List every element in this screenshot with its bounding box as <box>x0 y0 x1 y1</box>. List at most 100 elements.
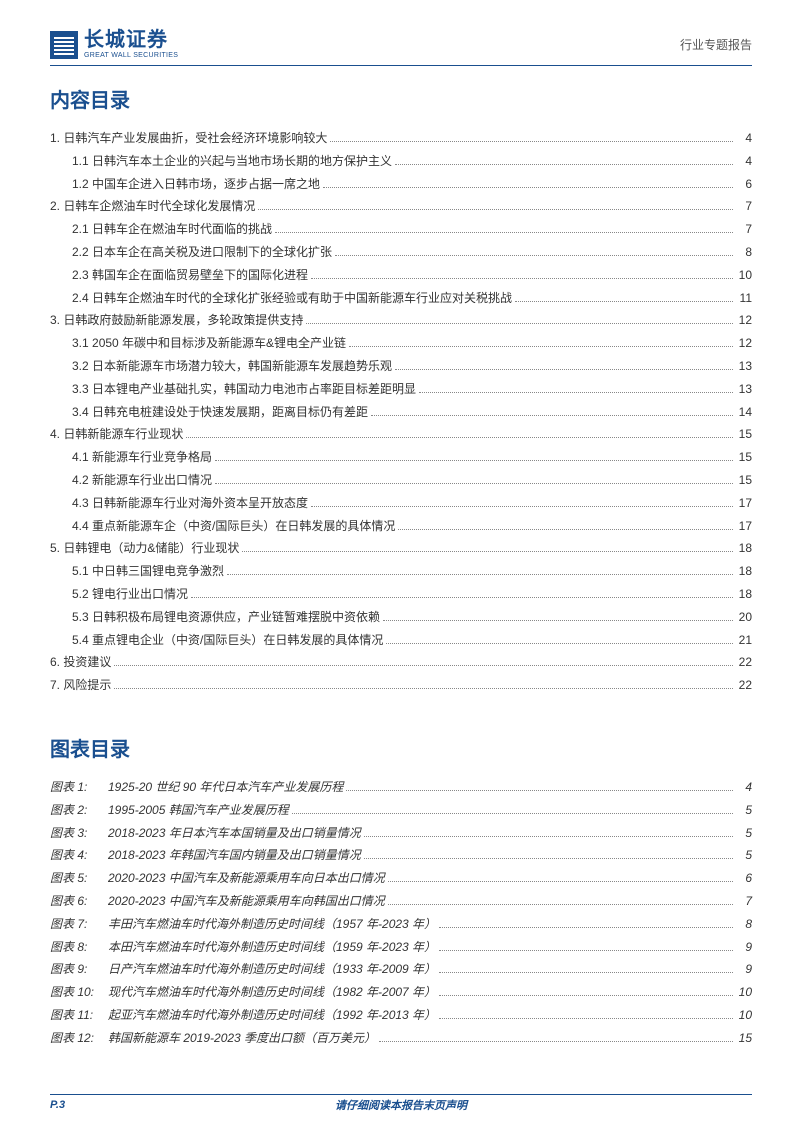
toc-entry-label: 7. 风险提示 <box>50 674 111 697</box>
toc-entry-page: 15 <box>736 446 752 469</box>
figure-entry-page: 4 <box>736 776 752 799</box>
toc-entry-label: 5.2 锂电行业出口情况 <box>72 583 188 606</box>
figure-leader-dots <box>439 927 733 928</box>
toc-leader-dots <box>227 574 733 575</box>
figure-entry-page: 7 <box>736 890 752 913</box>
toc-entry-l2: 2.2 日本车企在高关税及进口限制下的全球化扩张 8 <box>50 241 752 264</box>
toc-entry-l2: 4.2 新能源车行业出口情况15 <box>50 469 752 492</box>
toc-leader-dots <box>419 392 733 393</box>
figure-entry-prefix: 图表 10: <box>50 981 108 1004</box>
toc-leader-dots <box>114 688 733 689</box>
toc-entry-l2: 5.1 中日韩三国锂电竞争激烈18 <box>50 560 752 583</box>
toc-entry-page: 7 <box>736 195 752 218</box>
toc-leader-dots <box>349 346 733 347</box>
toc-leader-dots <box>215 483 733 484</box>
toc-entry-page: 22 <box>736 651 752 674</box>
figure-entry-page: 9 <box>736 936 752 959</box>
figure-entry-label: 丰田汽车燃油车时代海外制造历史时间线（1957 年-2023 年） <box>108 913 436 936</box>
toc-entry-l2: 2.4 日韩车企燃油车时代的全球化扩张经验或有助于中国新能源车行业应对关税挑战1… <box>50 287 752 310</box>
toc-entry-l2: 3.1 2050 年碳中和目标涉及新能源车&锂电全产业链12 <box>50 332 752 355</box>
toc-container: 1. 日韩汽车产业发展曲折，受社会经济环境影响较大41.1 日韩汽车本土企业的兴… <box>50 127 752 697</box>
figure-entry-page: 5 <box>736 822 752 845</box>
figure-entry-prefix: 图表 8: <box>50 936 108 959</box>
toc-entry-label: 2.3 韩国车企在面临贸易壁垒下的国际化进程 <box>72 264 308 287</box>
figure-entry: 图表 8:本田汽车燃油车时代海外制造历史时间线（1959 年-2023 年） 9 <box>50 936 752 959</box>
figure-entry-label: 2020-2023 中国汽车及新能源乘用车向日本出口情况 <box>108 867 385 890</box>
figure-entry-label: 现代汽车燃油车时代海外制造历史时间线（1982 年-2007 年） <box>108 981 436 1004</box>
toc-entry-page: 13 <box>736 378 752 401</box>
toc-entry-label: 1. 日韩汽车产业发展曲折，受社会经济环境影响较大 <box>50 127 327 150</box>
toc-entry-page: 21 <box>736 629 752 652</box>
toc-leader-dots <box>323 187 733 188</box>
toc-leader-dots <box>311 506 733 507</box>
toc-entry-page: 13 <box>736 355 752 378</box>
figure-entry-prefix: 图表 1: <box>50 776 108 799</box>
toc-entry-label: 1.2 中国车企进入日韩市场，逐步占据一席之地 <box>72 173 320 196</box>
toc-entry-l1: 5. 日韩锂电（动力&储能）行业现状 18 <box>50 537 752 560</box>
toc-leader-dots <box>335 255 733 256</box>
toc-entry-label: 5.4 重点锂电企业（中资/国际巨头）在日韩发展的具体情况 <box>72 629 383 652</box>
figure-entry-prefix: 图表 5: <box>50 867 108 890</box>
toc-entry-label: 4.2 新能源车行业出口情况 <box>72 469 212 492</box>
toc-entry-page: 8 <box>736 241 752 264</box>
toc-entry-page: 4 <box>736 150 752 173</box>
toc-entry-label: 1.1 日韩汽车本土企业的兴起与当地市场长期的地方保护主义 <box>72 150 392 173</box>
toc-entry-l2: 5.3 日韩积极布局锂电资源供应，产业链暂难摆脱中资依赖20 <box>50 606 752 629</box>
toc-leader-dots <box>386 643 733 644</box>
toc-entry-label: 3.2 日本新能源车市场潜力较大，韩国新能源车发展趋势乐观 <box>72 355 392 378</box>
page-footer: P.3 请仔细阅读本报告末页声明 <box>50 1094 752 1111</box>
toc-leader-dots <box>215 460 733 461</box>
figure-leader-dots <box>439 1018 733 1019</box>
toc-leader-dots <box>311 278 733 279</box>
figure-entry-prefix: 图表 2: <box>50 799 108 822</box>
toc-entry-page: 6 <box>736 173 752 196</box>
toc-entry-l2: 1.1 日韩汽车本土企业的兴起与当地市场长期的地方保护主义 4 <box>50 150 752 173</box>
toc-entry-page: 17 <box>736 492 752 515</box>
toc-entry-label: 5. 日韩锂电（动力&储能）行业现状 <box>50 537 239 560</box>
toc-entry-l2: 4.1 新能源车行业竞争格局 15 <box>50 446 752 469</box>
toc-entry-label: 4.1 新能源车行业竞争格局 <box>72 446 212 469</box>
toc-leader-dots <box>395 164 733 165</box>
figure-entry: 图表 12: 韩国新能源车 2019-2023 季度出口额（百万美元）15 <box>50 1027 752 1050</box>
figure-entry-page: 10 <box>736 981 752 1004</box>
figure-entry: 图表 7:丰田汽车燃油车时代海外制造历史时间线（1957 年-2023 年）8 <box>50 913 752 936</box>
toc-leader-dots <box>191 597 733 598</box>
toc-leader-dots <box>330 141 733 142</box>
toc-entry-label: 4.4 重点新能源车企（中资/国际巨头）在日韩发展的具体情况 <box>72 515 395 538</box>
figure-entry-prefix: 图表 4: <box>50 844 108 867</box>
figure-entry-page: 8 <box>736 913 752 936</box>
toc-entry-page: 15 <box>736 423 752 446</box>
toc-entry-label: 3.4 日韩充电桩建设处于快速发展期，距离目标仍有差距 <box>72 401 368 424</box>
figure-list-container: 图表 1:1925-20 世纪 90 年代日本汽车产业发展历程4图表 2:199… <box>50 776 752 1050</box>
toc-leader-dots <box>306 323 733 324</box>
toc-leader-dots <box>275 232 733 233</box>
figure-entry-page: 6 <box>736 867 752 890</box>
toc-entry-label: 3.1 2050 年碳中和目标涉及新能源车&锂电全产业链 <box>72 332 346 355</box>
figure-entry-label: 1925-20 世纪 90 年代日本汽车产业发展历程 <box>108 776 343 799</box>
toc-entry-label: 5.3 日韩积极布局锂电资源供应，产业链暂难摆脱中资依赖 <box>72 606 380 629</box>
figure-leader-dots <box>364 836 733 837</box>
figure-leader-dots <box>346 790 733 791</box>
figure-entry-label: 本田汽车燃油车时代海外制造历史时间线（1959 年-2023 年） <box>108 936 436 959</box>
figure-entry-label: 起亚汽车燃油车时代海外制造历史时间线（1992 年-2013 年） <box>108 1004 436 1027</box>
figure-entry-prefix: 图表 3: <box>50 822 108 845</box>
toc-entry-label: 2.2 日本车企在高关税及进口限制下的全球化扩张 <box>72 241 332 264</box>
figure-entry-prefix: 图表 11: <box>50 1004 108 1027</box>
toc-entry-l2: 1.2 中国车企进入日韩市场，逐步占据一席之地 6 <box>50 173 752 196</box>
toc-entry-l1: 6. 投资建议22 <box>50 651 752 674</box>
figure-entry: 图表 1:1925-20 世纪 90 年代日本汽车产业发展历程 4 <box>50 776 752 799</box>
toc-leader-dots <box>242 551 733 552</box>
figure-entry-label: 日产汽车燃油车时代海外制造历史时间线（1933 年-2009 年） <box>108 958 436 981</box>
toc-entry-l1: 3. 日韩政府鼓励新能源发展，多轮政策提供支持12 <box>50 309 752 332</box>
toc-entry-page: 22 <box>736 674 752 697</box>
great-wall-logo-icon <box>50 31 78 59</box>
page-header: 长城证券 GREAT WALL SECURITIES 行业专题报告 <box>50 30 752 66</box>
toc-entry-page: 18 <box>736 560 752 583</box>
toc-entry-l2: 3.3 日本锂电产业基础扎实，韩国动力电池市占率距目标差距明显 13 <box>50 378 752 401</box>
toc-entry-label: 3.3 日本锂电产业基础扎实，韩国动力电池市占率距目标差距明显 <box>72 378 416 401</box>
logo-block: 长城证券 GREAT WALL SECURITIES <box>50 30 178 59</box>
figure-leader-dots <box>364 858 733 859</box>
figure-entry: 图表 6:2020-2023 中国汽车及新能源乘用车向韩国出口情况7 <box>50 890 752 913</box>
figure-leader-dots <box>379 1041 733 1042</box>
toc-entry-page: 18 <box>736 537 752 560</box>
